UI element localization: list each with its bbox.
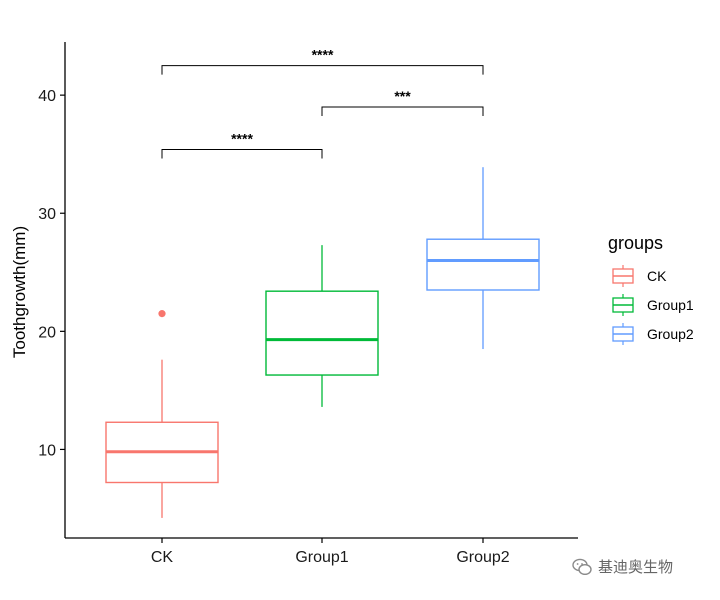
wechat-icon — [572, 558, 592, 575]
x-tick-label: Group2 — [456, 549, 509, 566]
significance-label: **** — [312, 47, 334, 63]
significance-bracket — [161, 148, 323, 159]
y-tick-label: 30 — [38, 206, 56, 223]
watermark-text: 基迪奥生物 — [598, 558, 674, 576]
box-outlier-point — [158, 310, 166, 318]
x-tick-label: CK — [151, 549, 174, 566]
y-axis-title: Toothgrowth(mm) — [10, 226, 29, 358]
y-tick-label: 10 — [38, 442, 56, 459]
box-body — [426, 238, 540, 291]
significance-label: *** — [394, 88, 411, 104]
significance-bracket — [321, 106, 484, 116]
y-tick-label: 20 — [38, 324, 56, 341]
legend-title: groups — [608, 233, 663, 253]
watermark: 基迪奥生物 — [572, 556, 673, 577]
y-tick-label: 40 — [38, 88, 56, 105]
legend-label: Group1 — [647, 297, 694, 313]
significance-label: **** — [231, 130, 253, 146]
box-body — [265, 290, 379, 376]
significance-bracket — [161, 65, 484, 75]
legend-label: Group2 — [647, 326, 694, 342]
legend-label: CK — [647, 268, 667, 284]
x-tick-label: Group1 — [295, 549, 348, 566]
